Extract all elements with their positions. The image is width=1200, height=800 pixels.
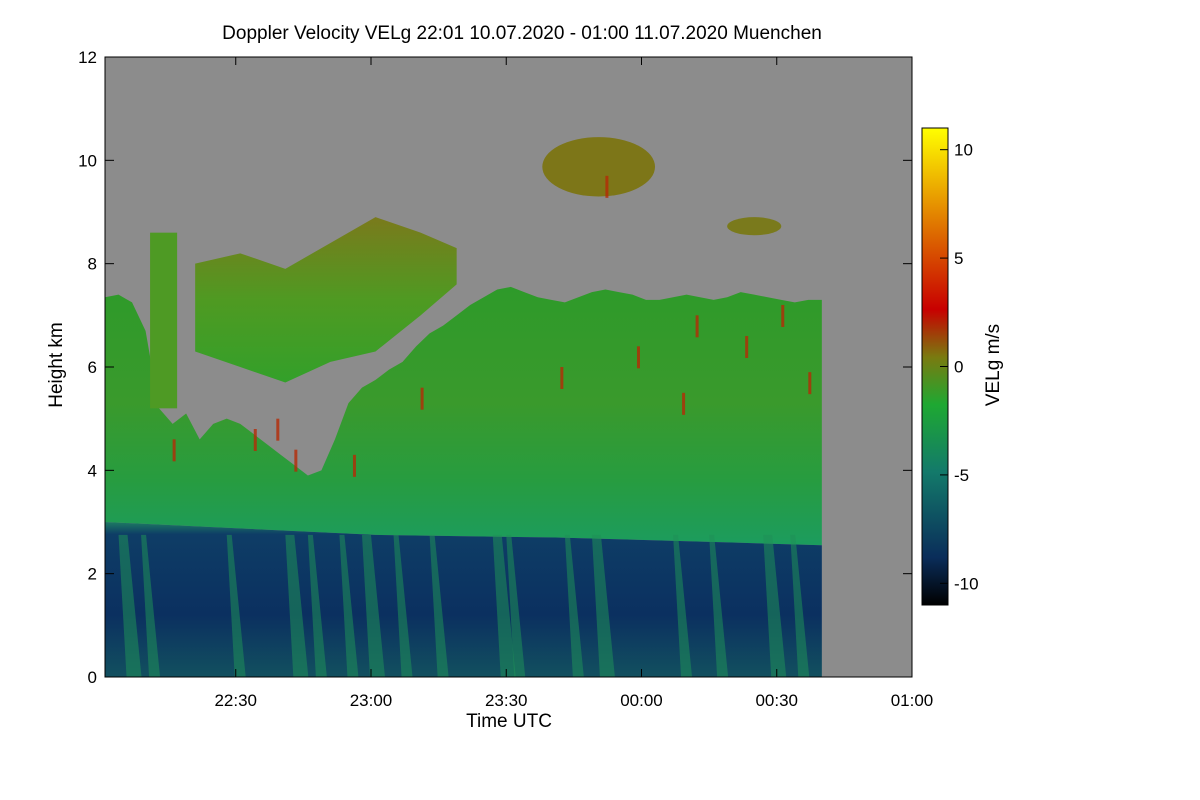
colorbar-tick-label: -5 (954, 466, 969, 485)
plot-area (105, 57, 912, 677)
updraft-cell (605, 175, 609, 198)
x-tick-label: 00:30 (755, 691, 798, 710)
fall-streak (564, 534, 584, 677)
fall-streak (709, 534, 729, 677)
x-axis-label: Time UTC (466, 711, 552, 732)
x-tick-label: 01:00 (891, 691, 934, 710)
updraft-cell (352, 454, 356, 477)
updraft-cell (276, 418, 280, 441)
fall-streak (673, 534, 693, 677)
x-axis: 22:30 23:00 23:30 00:00 00:30 01:00 (214, 57, 933, 710)
updraft-cell (781, 305, 785, 327)
y-tick-label: 8 (88, 255, 97, 274)
chart-title: Doppler Velocity VELg 22:01 10.07.2020 -… (222, 23, 822, 44)
updraft-cell (420, 387, 424, 410)
colorbar-tick-label: 10 (954, 141, 973, 160)
fall-streak (141, 534, 161, 677)
fall-streak (506, 534, 526, 677)
colorbar-tick-label: 0 (954, 358, 963, 377)
updraft-cell (560, 367, 564, 389)
x-tick-label: 23:00 (350, 691, 393, 710)
cirrus-patch (542, 137, 656, 197)
x-tick-label: 23:30 (485, 691, 528, 710)
colorbar-label: VELg m/s (983, 324, 1004, 406)
colorbar-tick-label: -10 (954, 574, 979, 593)
colorbar-tick-label: 5 (954, 249, 963, 268)
updraft-cell (636, 346, 640, 369)
y-tick-label: 0 (88, 668, 97, 687)
cirrus-patch (727, 217, 782, 236)
updraft-cell (682, 392, 686, 415)
fall-streak (361, 534, 385, 677)
fall-streak (118, 534, 142, 677)
y-axis-label: Height km (46, 322, 67, 408)
mid-cloud-region (105, 286, 822, 546)
y-tick-label: 6 (88, 358, 97, 377)
updraft-cell (253, 429, 257, 451)
updraft-cell (808, 372, 812, 395)
fall-streak (226, 534, 246, 677)
y-tick-label: 2 (88, 565, 97, 584)
x-tick-label: 00:00 (620, 691, 663, 710)
fall-streak (339, 534, 359, 677)
fall-streak (763, 534, 787, 677)
y-tick-label: 12 (78, 48, 97, 67)
fall-streak (429, 534, 449, 677)
y-tick-label: 10 (78, 151, 97, 170)
y-axis: 0 2 4 6 8 10 12 (78, 48, 912, 687)
fall-streak (393, 534, 413, 677)
updraft-cell (294, 449, 298, 472)
x-tick-label: 22:30 (214, 691, 257, 710)
fall-streak (790, 534, 810, 677)
updraft-cell (172, 439, 176, 462)
fall-streak (307, 534, 327, 677)
updraft-cell (745, 336, 749, 358)
fall-streak (591, 534, 615, 677)
fall-streak (285, 534, 309, 677)
upper-cloud-mass (195, 217, 457, 383)
low-precipitation-region (105, 522, 822, 677)
updraft-cell (695, 315, 699, 338)
fall-streak (492, 534, 516, 677)
cloud-pillar (150, 232, 178, 409)
colorbar-ticks: 10 5 0 -5 -10 (940, 141, 979, 593)
y-tick-label: 4 (88, 461, 97, 480)
